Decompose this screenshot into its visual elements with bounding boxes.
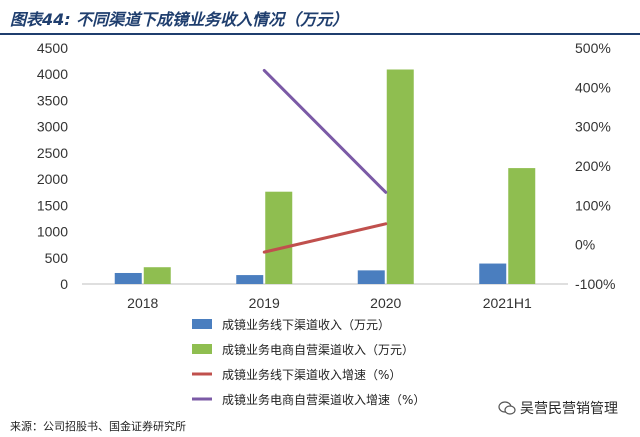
ecommerce-revenue-bar (143, 267, 171, 284)
title-bar: 图表44: 不同渠道下成镜业务收入情况（万元） (0, 0, 640, 34)
right-axis-tick-label: 0% (575, 237, 595, 253)
legend-label: 成镜业务线下渠道收入增速（%） (222, 367, 401, 382)
ecommerce-growth-line (262, 68, 388, 194)
category-label: 2020 (370, 295, 401, 311)
right-axis-tick-label: 500% (575, 40, 611, 56)
category-label: 2019 (249, 295, 280, 311)
category-label: 2021H1 (483, 295, 532, 311)
chart-axes: 0 500 1000 1500 2000 2500 3000 3500 4000 4500 -100… (37, 40, 616, 311)
left-axis-tick-label: 1000 (37, 224, 68, 240)
left-axis-tick-label: 4000 (37, 66, 68, 82)
chart-bars (114, 69, 536, 284)
legend-swatch (192, 344, 212, 354)
legend-label: 成镜业务电商自营渠道收入（万元） (222, 342, 414, 357)
title-rule (0, 33, 640, 35)
right-axis-tick-label: -100% (575, 276, 615, 292)
source-note: 来源：公司招股书、国金证券研究所 (10, 420, 186, 433)
right-axis-tick-label: 100% (575, 197, 611, 213)
wechat-icon (498, 401, 516, 415)
left-axis-tick-label: 2000 (37, 171, 68, 187)
ecommerce-revenue-bar (386, 69, 414, 284)
offline-revenue-bar (236, 275, 264, 284)
chart-lines (262, 68, 388, 254)
left-axis-tick-label: 0 (60, 276, 68, 292)
left-axis-tick-label: 1500 (37, 197, 68, 213)
legend-swatch (192, 319, 212, 329)
watermark: 吴营民营销管理 (498, 398, 618, 418)
offline-revenue-bar (357, 270, 385, 284)
legend-label: 成镜业务电商自营渠道收入增速（%） (222, 392, 425, 407)
right-axis-tick-label: 400% (575, 79, 611, 95)
right-axis-tick-label: 200% (575, 158, 611, 174)
revenue-chart: 0 500 1000 1500 2000 2500 3000 3500 4000 4500 -100… (37, 40, 616, 407)
category-label: 2018 (127, 295, 158, 311)
right-axis-tick-label: 300% (575, 119, 611, 135)
offline-revenue-bar (114, 272, 142, 284)
ecommerce-revenue-bar (265, 191, 293, 284)
left-axis-tick-label: 3500 (37, 92, 68, 108)
offline-revenue-bar (479, 263, 507, 284)
chart-legend: 成镜业务线下渠道收入（万元） 成镜业务电商自营渠道收入（万元） 成镜业务线下渠道收入… (192, 317, 425, 407)
left-axis-tick-label: 4500 (37, 40, 68, 56)
ecommerce-revenue-bar (508, 168, 536, 284)
legend-label: 成镜业务线下渠道收入（万元） (222, 317, 390, 332)
chart-title: 图表44: 不同渠道下成镜业务收入情况（万元） (10, 10, 349, 29)
left-axis-tick-label: 500 (45, 250, 69, 266)
left-axis-tick-label: 2500 (37, 145, 68, 161)
left-axis-tick-label: 3000 (37, 119, 68, 135)
offline-growth-line (262, 222, 388, 254)
watermark-text: 吴营民营销管理 (520, 401, 618, 417)
